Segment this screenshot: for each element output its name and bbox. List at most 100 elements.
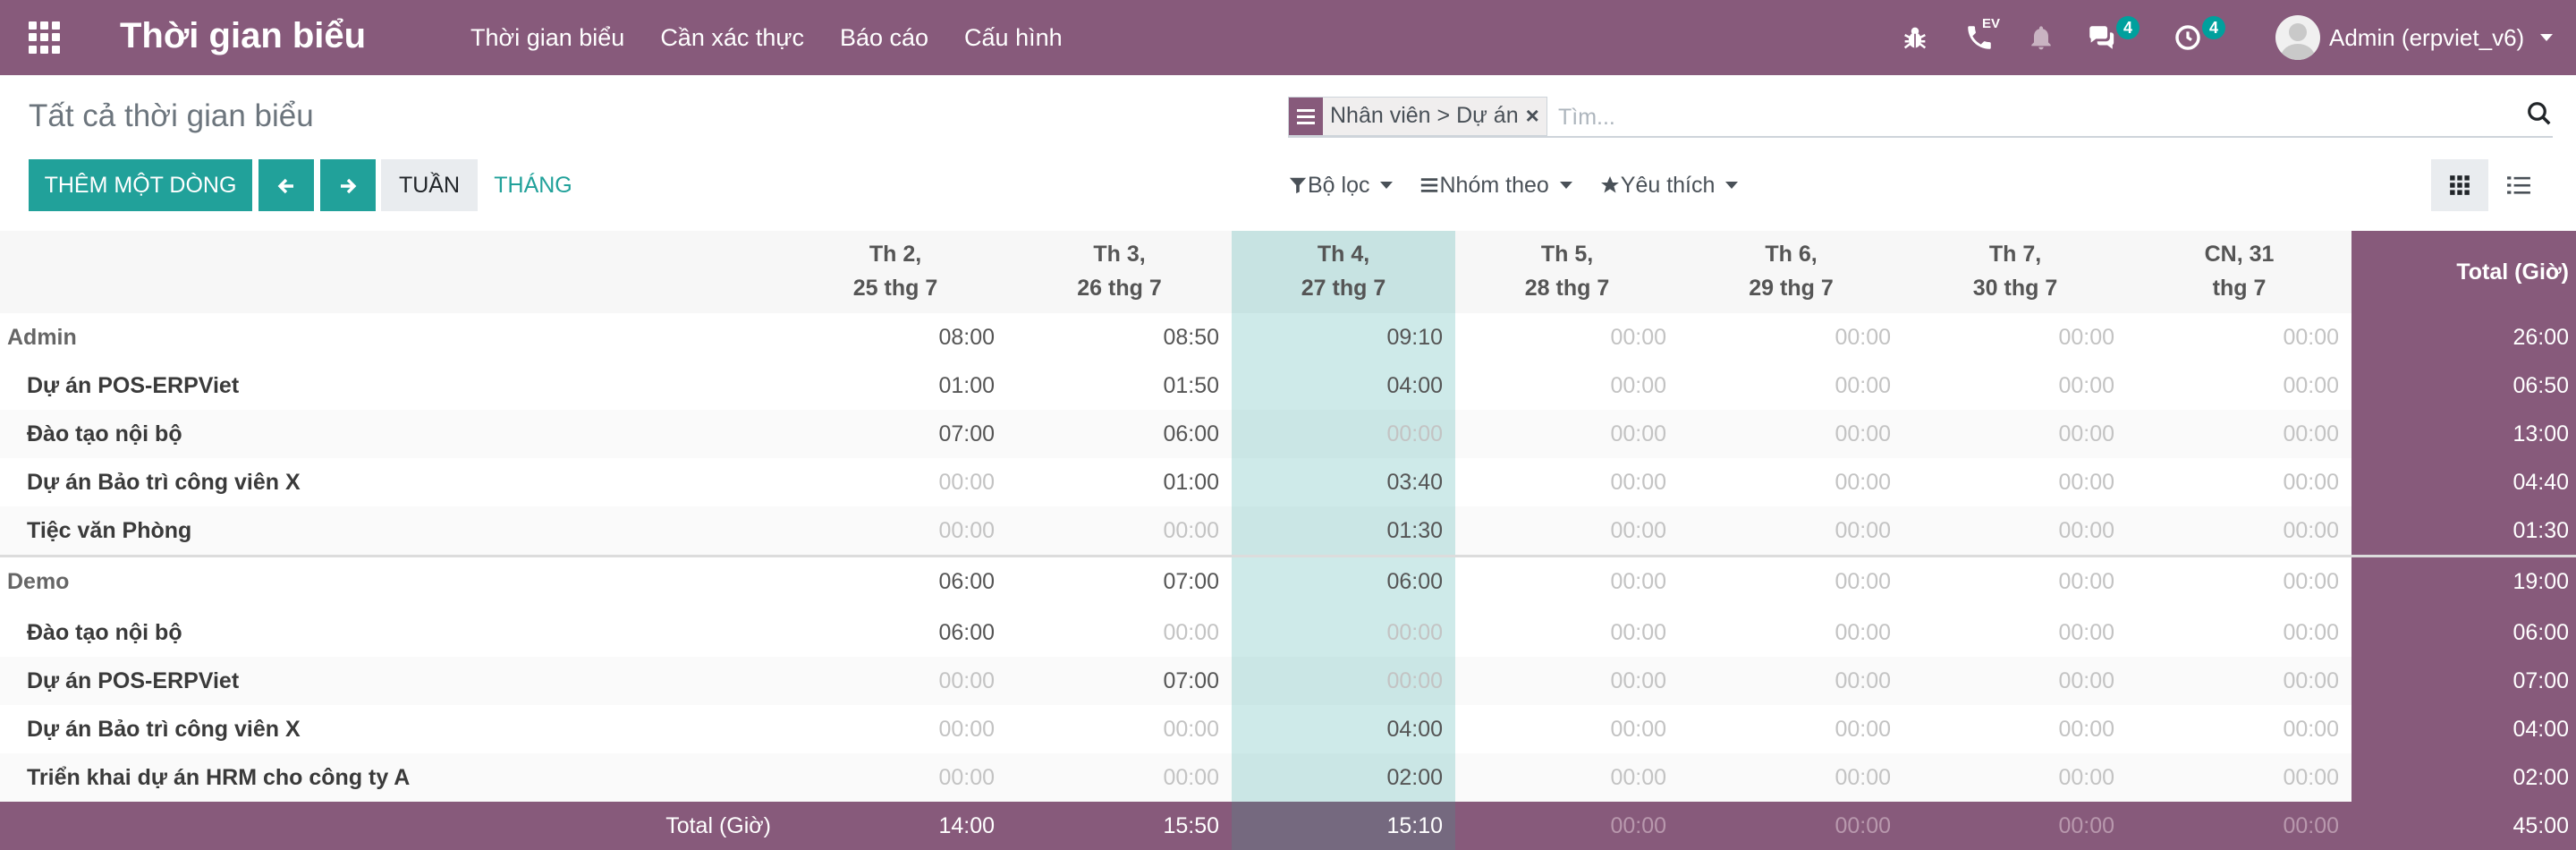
time-cell[interactable]: 00:00 [938, 518, 995, 543]
time-cell[interactable]: 00:00 [1835, 813, 1891, 838]
next-button[interactable] [320, 159, 376, 211]
time-cell[interactable]: 00:00 [1835, 717, 1891, 742]
time-cell[interactable]: 00:00 [2283, 813, 2339, 838]
week-view-button[interactable]: TUẦN [381, 159, 478, 211]
search-facet[interactable]: Nhân viên > Dự án × [1288, 97, 1547, 136]
app-brand[interactable]: Thời gian biểu [120, 16, 367, 55]
time-cell[interactable]: 00:00 [1232, 657, 1455, 705]
menu-item-to-validate[interactable]: Cần xác thực [660, 23, 804, 51]
time-cell[interactable]: 00:00 [1835, 765, 1891, 790]
messages-icon[interactable] [2086, 0, 2116, 75]
time-cell[interactable]: 00:00 [938, 470, 995, 495]
facet-remove-icon[interactable]: × [1525, 102, 1539, 129]
time-cell[interactable]: 00:00 [1610, 518, 1666, 543]
search-icon[interactable] [2526, 100, 2553, 132]
grid-view-switch[interactable] [2431, 159, 2488, 211]
time-cell[interactable]: 15:50 [1163, 813, 1219, 838]
time-cell[interactable]: 00:00 [1163, 518, 1219, 543]
activity-clock-icon[interactable] [2174, 0, 2202, 75]
phone-icon[interactable]: EV [1964, 0, 2000, 75]
time-cell[interactable]: 01:00 [938, 373, 995, 398]
time-cell[interactable]: 00:00 [2058, 668, 2114, 693]
time-cell[interactable]: 00:00 [2283, 668, 2339, 693]
search-input[interactable] [1556, 98, 2454, 136]
time-cell[interactable]: 00:00 [2283, 325, 2339, 350]
favorites-dropdown[interactable]: Yêu thích [1599, 173, 1739, 199]
time-cell[interactable]: 00:00 [938, 717, 995, 742]
time-cell[interactable]: 00:00 [1163, 620, 1219, 645]
time-cell[interactable]: 00:00 [2058, 765, 2114, 790]
time-cell[interactable]: 00:00 [1163, 717, 1219, 742]
time-cell[interactable]: 07:00 [1163, 668, 1219, 693]
time-cell[interactable]: 00:00 [2058, 569, 2114, 594]
filter-dropdown[interactable]: Bộ lọc [1288, 173, 1394, 199]
apps-menu-icon[interactable] [29, 21, 61, 54]
time-cell[interactable]: 00:00 [2283, 765, 2339, 790]
month-view-button[interactable]: THÁNG [494, 173, 572, 198]
time-cell[interactable]: 00:00 [1835, 569, 1891, 594]
time-cell[interactable]: 00:00 [2058, 717, 2114, 742]
time-cell[interactable]: 02:00 [1232, 753, 1455, 802]
time-cell[interactable]: 00:00 [1232, 410, 1455, 458]
time-cell[interactable]: 00:00 [1610, 717, 1666, 742]
time-cell[interactable]: 00:00 [1835, 668, 1891, 693]
time-cell[interactable]: 00:00 [2283, 470, 2339, 495]
time-cell[interactable]: 00:00 [2283, 717, 2339, 742]
menu-item-timesheets[interactable]: Thời gian biểu [470, 23, 625, 51]
time-cell[interactable]: 09:10 [1232, 313, 1455, 361]
list-view-switch[interactable] [2490, 159, 2547, 211]
time-cell[interactable]: 00:00 [2283, 373, 2339, 398]
debug-icon[interactable] [1900, 0, 1930, 75]
time-cell[interactable]: 01:50 [1163, 373, 1219, 398]
time-cell[interactable]: 00:00 [2283, 518, 2339, 543]
time-cell[interactable]: 00:00 [2058, 620, 2114, 645]
time-cell[interactable]: 00:00 [1610, 373, 1666, 398]
time-cell[interactable]: 08:50 [1163, 325, 1219, 350]
time-cell[interactable]: 00:00 [2283, 569, 2339, 594]
time-cell[interactable]: 00:00 [2058, 373, 2114, 398]
time-cell[interactable]: 04:00 [1232, 705, 1455, 753]
time-cell[interactable]: 15:10 [1232, 802, 1455, 850]
time-cell[interactable]: 14:00 [938, 813, 995, 838]
time-cell[interactable]: 00:00 [2058, 813, 2114, 838]
time-cell[interactable]: 00:00 [2058, 325, 2114, 350]
time-cell[interactable]: 00:00 [1835, 470, 1891, 495]
time-cell[interactable]: 00:00 [1610, 569, 1666, 594]
time-cell[interactable]: 00:00 [1835, 421, 1891, 446]
time-cell[interactable]: 00:00 [2283, 421, 2339, 446]
time-cell[interactable]: 00:00 [1610, 470, 1666, 495]
time-cell[interactable]: 00:00 [938, 765, 995, 790]
time-cell[interactable]: 01:00 [1163, 470, 1219, 495]
previous-button[interactable] [258, 159, 314, 211]
time-cell[interactable]: 00:00 [1610, 620, 1666, 645]
group-by-dropdown[interactable]: Nhóm theo [1419, 173, 1572, 199]
time-cell[interactable]: 03:40 [1232, 458, 1455, 506]
time-cell[interactable]: 07:00 [1163, 569, 1219, 594]
time-cell[interactable]: 06:00 [1163, 421, 1219, 446]
time-cell[interactable]: 06:00 [1232, 557, 1455, 608]
time-cell[interactable]: 07:00 [938, 421, 995, 446]
time-cell[interactable]: 00:00 [1610, 421, 1666, 446]
time-cell[interactable]: 00:00 [1232, 608, 1455, 657]
time-cell[interactable]: 00:00 [1610, 813, 1666, 838]
time-cell[interactable]: 00:00 [2058, 421, 2114, 446]
time-cell[interactable]: 00:00 [1835, 518, 1891, 543]
time-cell[interactable]: 00:00 [1610, 765, 1666, 790]
time-cell[interactable]: 08:00 [938, 325, 995, 350]
menu-item-configuration[interactable]: Cấu hình [964, 23, 1063, 51]
time-cell[interactable]: 00:00 [1835, 620, 1891, 645]
time-cell[interactable]: 04:00 [1232, 361, 1455, 410]
menu-item-reports[interactable]: Báo cáo [839, 23, 929, 51]
add-line-button[interactable]: THÊM MỘT DÒNG [29, 159, 252, 211]
user-menu[interactable]: Admin (erpviet_v6) [2275, 11, 2554, 64]
time-cell[interactable]: 01:30 [1232, 506, 1455, 555]
time-cell[interactable]: 00:00 [938, 668, 995, 693]
time-cell[interactable]: 00:00 [1610, 325, 1666, 350]
time-cell[interactable]: 00:00 [1835, 325, 1891, 350]
time-cell[interactable]: 00:00 [2283, 620, 2339, 645]
time-cell[interactable]: 00:00 [1610, 668, 1666, 693]
time-cell[interactable]: 00:00 [2058, 518, 2114, 543]
time-cell[interactable]: 00:00 [2058, 470, 2114, 495]
time-cell[interactable]: 06:00 [938, 620, 995, 645]
notification-bell-icon[interactable] [2027, 0, 2055, 75]
